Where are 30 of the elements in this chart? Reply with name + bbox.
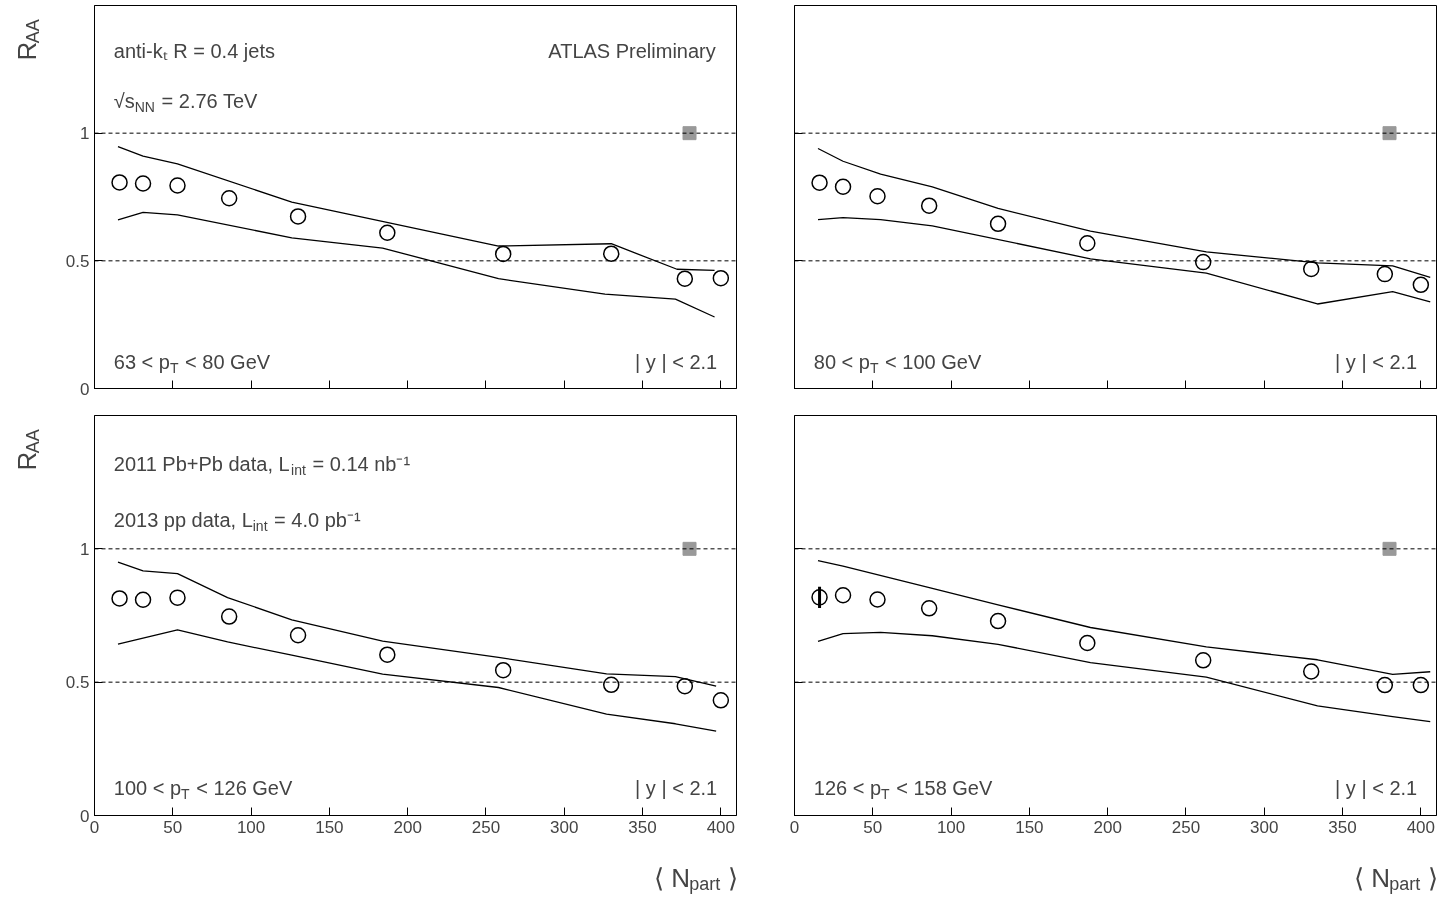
x-tick-label: 400 [1406, 817, 1436, 837]
x-tick-label: 50 [163, 817, 183, 837]
x-tick-label: 150 [1015, 817, 1044, 837]
x-tick-label: 150 [315, 817, 344, 837]
x-tick-label: 250 [471, 817, 501, 837]
x-tick-label: 350 [1328, 817, 1357, 837]
annotation: | y | < 2.1 [1335, 350, 1418, 373]
x-tick-label: 200 [1093, 817, 1122, 837]
y-axis-title: RAA [11, 19, 43, 61]
x-tick-label: 100 [236, 817, 266, 837]
x-tick-label: 0 [789, 817, 800, 837]
x-tick-label: 400 [706, 817, 736, 837]
x-tick-label: 50 [863, 817, 883, 837]
y-tick-label: 0.5 [65, 251, 90, 271]
annotation: | y | < 2.1 [635, 776, 718, 799]
x-tick-label: 300 [1250, 817, 1279, 837]
x-tick-label: 100 [936, 817, 966, 837]
annotation: anti-kₜ R = 0.4 jets [113, 40, 275, 63]
annotation: | y | < 2.1 [1335, 776, 1418, 799]
x-tick-label: 300 [550, 817, 579, 837]
x-tick-label: 250 [1171, 817, 1201, 837]
y-axis-title: RAA [11, 429, 43, 471]
x-tick-label: 200 [393, 817, 422, 837]
annotation: | y | < 2.1 [635, 350, 718, 373]
y-tick-label: 1 [80, 539, 90, 559]
y-tick-label: 0 [80, 379, 90, 399]
x-tick-label: 350 [628, 817, 657, 837]
y-tick-label: 0.5 [65, 673, 90, 693]
annotation: ATLAS Preliminary [548, 40, 716, 63]
y-tick-label: 1 [80, 124, 90, 144]
